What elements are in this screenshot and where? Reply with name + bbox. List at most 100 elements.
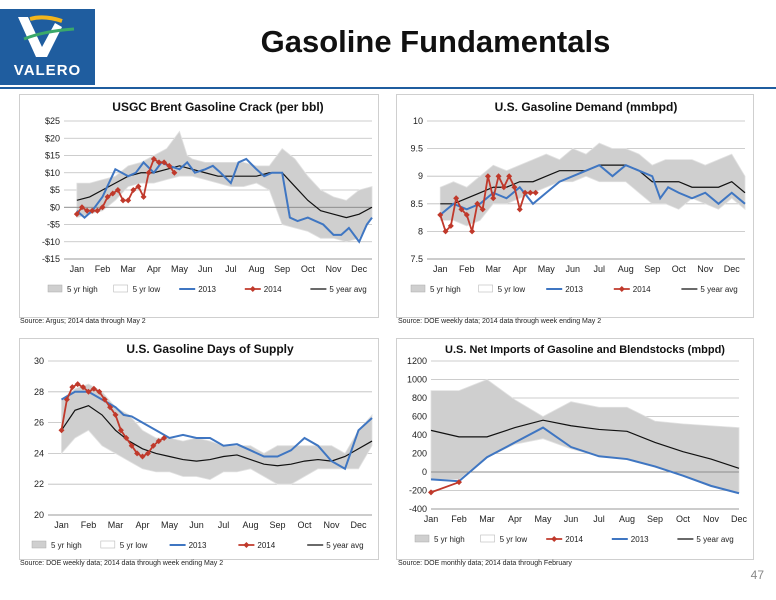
legend-label-low: 5 yr low: [120, 541, 148, 550]
point-y2014: [166, 162, 173, 169]
logo-text: VALERO: [13, 62, 82, 79]
chart-crack: USGC Brent Gasoline Crack (per bbl) -$15 -…: [42, 100, 373, 294]
series-y2014: [430, 481, 460, 494]
legend-label-avg: 5 year avg: [700, 285, 737, 294]
y-tick-label: 9: [418, 171, 423, 181]
x-tick-label: Feb: [95, 264, 111, 274]
point-y2014: [458, 206, 465, 213]
x-tick-label: Jun: [565, 264, 580, 274]
x-tick-label: Dec: [350, 520, 367, 530]
point-y2014: [479, 206, 486, 213]
point-y2014: [96, 388, 103, 395]
chart-demand: U.S. Gasoline Demand (mmbpd) 7.5 8 8.5 9 9.5 1…: [410, 100, 746, 294]
band-5yr-range: [76, 130, 373, 243]
point-y2014: [123, 435, 130, 441]
y-tick-label: 200: [412, 449, 427, 459]
legend-swatch-high: [410, 284, 426, 293]
point-y2014: [120, 197, 127, 204]
title-rule: [0, 87, 776, 89]
x-tick-label: Mar: [486, 264, 502, 274]
point-y2014: [130, 187, 137, 193]
point-y2014: [511, 184, 518, 191]
series-avg: [61, 404, 373, 467]
series-y2013: [76, 157, 373, 244]
point-y2014: [74, 381, 81, 388]
point-y2014: [109, 190, 116, 197]
x-tick-label: Oct: [676, 514, 691, 524]
x-tick-label: Aug: [242, 520, 258, 530]
y-tick-label: 8.5: [410, 199, 423, 209]
legend-label-high: 5 yr high: [430, 285, 461, 294]
x-tick-label: May: [538, 264, 556, 274]
point-y2014: [161, 159, 168, 166]
x-tick-label: Mar: [120, 264, 136, 274]
point-y2014: [484, 173, 491, 180]
point-y2014: [490, 195, 497, 202]
source-crack: Source: Argus; 2014 data through May 2: [20, 318, 146, 325]
x-tick-label: Oct: [672, 264, 687, 274]
point-y2014: [134, 450, 141, 457]
x-tick-label: Jan: [54, 520, 69, 530]
legend-label-y2013: 2013: [565, 285, 583, 294]
point-y2014: [84, 207, 91, 214]
legend-label-high: 5 yr high: [67, 285, 98, 294]
legend-marker-y2014: [551, 536, 558, 542]
y-tick-label: 1000: [407, 375, 427, 385]
point-y2014: [456, 479, 462, 486]
x-tick-label: Dec: [724, 264, 741, 274]
legend-marker-y2014: [249, 286, 256, 292]
point-y2014: [150, 442, 157, 449]
legend-label-y2013: 2013: [189, 541, 207, 550]
point-y2014: [495, 173, 502, 180]
point-y2014: [144, 450, 151, 457]
y-tick-label: -200: [409, 486, 427, 496]
y-tick-label: 800: [412, 393, 427, 403]
point-y2014: [155, 438, 162, 445]
x-tick-label: Sep: [269, 520, 285, 530]
legend-swatch-low: [100, 540, 116, 549]
x-tick-label: Sep: [647, 514, 663, 524]
point-y2014: [135, 183, 142, 190]
point-y2014: [128, 442, 135, 449]
x-tick-label: Aug: [248, 264, 264, 274]
x-tick-label: Sep: [644, 264, 660, 274]
point-y2014: [117, 427, 124, 434]
y-tick-label: 400: [412, 430, 427, 440]
point-y2014: [125, 197, 132, 204]
point-y2014: [85, 388, 92, 395]
x-tick-label: Nov: [703, 514, 720, 524]
point-y2014: [80, 384, 87, 391]
y-tick-label: -400: [409, 504, 427, 514]
x-tick-label: Feb: [81, 520, 97, 530]
y-tick-label: 28: [34, 387, 44, 397]
legend-label-y2013: 2013: [198, 285, 216, 294]
point-y2014: [94, 207, 101, 214]
point-y2014: [474, 200, 481, 207]
legend-label-y2014: 2014: [264, 285, 282, 294]
legend-label-y2014: 2014: [565, 535, 583, 544]
point-y2014: [99, 204, 106, 211]
x-tick-label: Apr: [135, 520, 149, 530]
y-tick-label: -$5: [47, 220, 60, 230]
chart-title: U.S. Gasoline Days of Supply: [126, 342, 294, 356]
y-tick-label: 24: [34, 448, 44, 458]
series-y2013: [439, 164, 746, 216]
x-tick-label: Oct: [297, 520, 312, 530]
y-tick-label: 9.5: [410, 144, 423, 154]
page-number: 47: [750, 568, 764, 582]
point-y2014: [58, 427, 65, 434]
point-y2014: [469, 228, 476, 235]
y-tick-label: $25: [45, 116, 60, 126]
x-tick-label: Oct: [301, 264, 316, 274]
x-tick-label: Jun: [198, 264, 213, 274]
point-y2014: [532, 189, 539, 196]
legend-swatch-high: [31, 540, 47, 549]
chart-panel-crack: USGC Brent Gasoline Crack (per bbl) -$15 -…: [19, 94, 379, 318]
x-tick-label: Jul: [593, 514, 605, 524]
legend-swatch-low: [113, 284, 128, 293]
x-tick-label: Feb: [451, 514, 467, 524]
point-y2014: [107, 404, 114, 411]
x-tick-label: Jun: [564, 514, 579, 524]
x-tick-label: Jun: [189, 520, 204, 530]
point-y2014: [527, 189, 534, 196]
